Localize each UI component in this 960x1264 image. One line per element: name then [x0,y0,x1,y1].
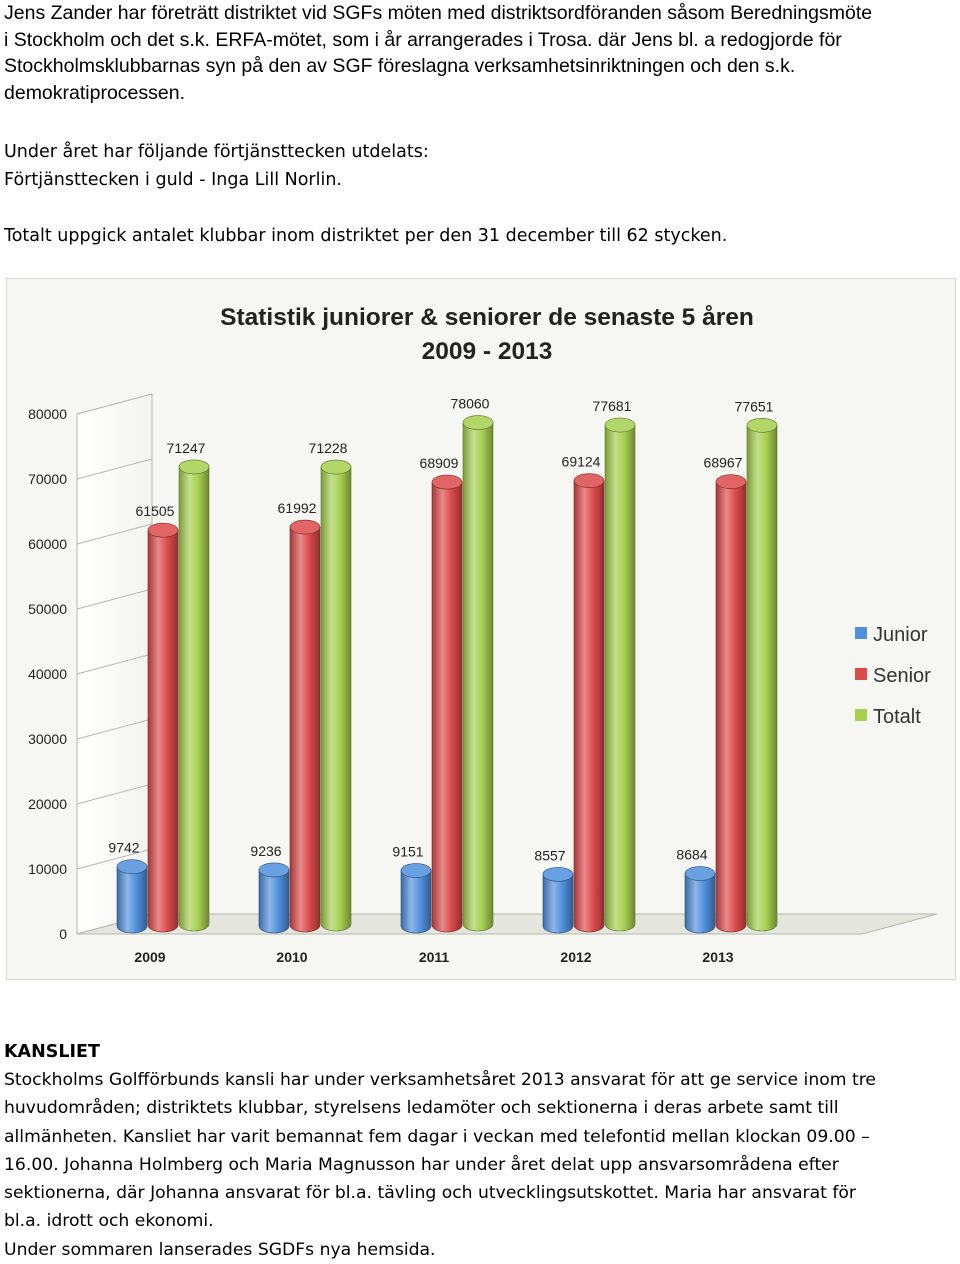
chart-container: Statistik juniorer & seniorer de senaste… [6,278,956,980]
legend-swatch [855,627,867,639]
x-tick-label: 2013 [702,949,733,965]
gridline [76,588,153,610]
bar-top [320,459,352,475]
bar-top [542,867,574,882]
text-line: Stockholmsklubbarnas syn på den av SGF f… [4,55,796,77]
text-line: 16.00. Johanna Holmberg och Maria Magnus… [4,1154,839,1175]
data-label: 9151 [392,844,423,860]
gridline [76,393,153,415]
y-tick-label: 10000 [28,861,67,877]
bar [604,424,636,932]
legend-swatch [855,668,867,680]
text-line: Stockholms Golfförbunds kansli har under… [4,1070,876,1090]
intro-paragraph: Jens Zander har företrätt distriktet vid… [4,0,872,106]
x-tick-label: 2010 [276,949,307,965]
bar-top [573,473,605,488]
data-label: 71228 [309,440,348,456]
bar-top [400,863,432,878]
x-tick-label: 2011 [419,949,450,965]
bar [289,526,321,933]
legend-label: Totalt [873,706,921,728]
legend-label: Senior [873,665,931,687]
bar [178,466,210,932]
bar-top [715,474,747,490]
data-label: 9742 [108,840,139,856]
bar-top [116,859,148,874]
chart-title: Statistik juniorer & seniorer de senaste… [220,304,754,331]
bar-top [431,474,463,490]
text-line: huvudområden; distriktets klubbar, styre… [4,1098,839,1119]
bar-chart: Statistik juniorer & seniorer de senaste… [28,304,938,965]
gridline [76,718,153,740]
legend-swatch [855,709,867,721]
bar-top [684,866,716,881]
data-label: 8684 [676,847,707,863]
total-clubs-paragraph: Totalt uppgick antalet klubbar inom dist… [4,222,727,250]
text-line: Jens Zander har företrätt distriktet vid… [4,2,873,24]
text-line: bl.a. idrott och ekonomi. [4,1211,214,1232]
section-heading: KANSLIET [4,1042,100,1062]
text-line: demokratiprocessen. [4,81,186,104]
text-line: Totalt uppgick antalet klubbar inom dist… [4,226,728,246]
text-line: allmänheten. Kansliet har varit bemannat… [4,1126,870,1147]
bar-top [178,459,210,475]
text-line: Förtjänsttecken i guld - Inga Lill Norli… [4,170,342,190]
bar [746,424,778,932]
bar-top [258,862,290,878]
y-tick-label: 0 [59,926,67,942]
data-label: 69124 [562,454,601,470]
bar [116,866,148,934]
data-label: 8557 [534,847,565,863]
data-label: 68967 [704,455,743,471]
gridline [76,523,153,545]
bar-top [462,415,494,430]
data-label: 77681 [593,398,632,414]
bar [431,481,463,933]
chart-subtitle: 2009 - 2013 [422,338,553,365]
text-line: Under sommaren lanserades SGDFs nya hems… [4,1239,436,1260]
bar [542,874,574,934]
gridline [76,848,153,870]
data-label: 61992 [278,500,317,516]
data-label: 61505 [136,503,175,519]
data-label: 77651 [735,398,774,414]
bar [320,466,352,932]
bar [258,869,290,934]
data-label: 71247 [167,440,206,456]
text-line: Under året har följande förtjänsttecken … [4,142,429,162]
text-line: i Stockholm och det s.k. ERFA-mötet, som… [4,28,842,51]
y-tick-label: 80000 [28,406,67,422]
text-line: sektionerna, där Johanna ansvarat för bl… [4,1183,856,1204]
y-tick-label: 20000 [28,796,67,812]
y-tick-label: 50000 [28,601,67,617]
awards-paragraph: Under året har följande förtjänsttecken … [4,138,429,194]
kansliet-paragraph: Stockholms Golfförbunds kansli har under… [4,1066,876,1264]
data-label: 68909 [420,455,459,471]
bar-top [147,522,179,538]
bar-top [289,519,321,535]
x-tick-label: 2009 [134,949,165,965]
data-label: 78060 [451,396,490,412]
legend-label: Junior [873,624,928,646]
bar [147,529,179,933]
gridline [76,458,153,480]
bar [573,480,605,933]
bar [462,422,494,932]
gridline [76,653,153,675]
bar-top [746,417,778,433]
bar [400,870,432,934]
y-tick-label: 70000 [28,471,67,487]
y-tick-label: 30000 [28,731,67,747]
gridline [76,783,153,805]
bar [715,481,747,933]
x-tick-label: 2012 [560,949,591,965]
data-label: 9236 [250,843,281,859]
y-tick-label: 60000 [28,536,67,552]
bar [684,873,716,934]
bar-top [604,417,636,433]
y-tick-label: 40000 [28,666,67,682]
